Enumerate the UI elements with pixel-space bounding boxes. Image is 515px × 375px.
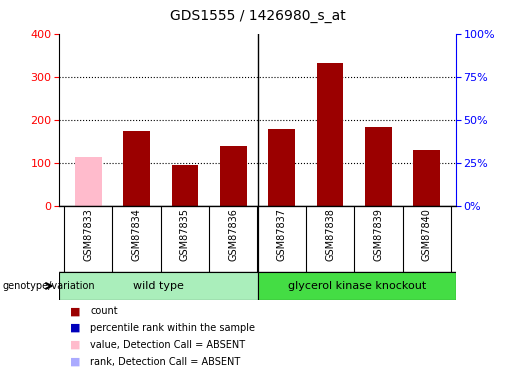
Text: percentile rank within the sample: percentile rank within the sample [90,323,255,333]
Bar [220,146,247,206]
Bar [59,272,258,300]
Text: GSM87836: GSM87836 [228,208,238,261]
Text: GSM87837: GSM87837 [277,208,287,261]
Bar [414,150,440,206]
Bar [268,129,295,206]
Text: GSM87834: GSM87834 [132,208,142,261]
Text: ■: ■ [70,340,80,350]
Text: glycerol kinase knockout: glycerol kinase knockout [287,281,426,291]
Text: GSM87838: GSM87838 [325,208,335,261]
Text: ■: ■ [70,323,80,333]
Text: rank, Detection Call = ABSENT: rank, Detection Call = ABSENT [90,357,241,367]
Text: GDS1555 / 1426980_s_at: GDS1555 / 1426980_s_at [169,9,346,23]
Text: GSM87840: GSM87840 [422,208,432,261]
Text: GSM87833: GSM87833 [83,208,93,261]
Text: genotype/variation: genotype/variation [3,281,95,291]
Text: wild type: wild type [133,281,184,291]
Bar [75,157,101,206]
Bar [365,128,392,206]
Bar [317,63,344,206]
Text: GSM87835: GSM87835 [180,208,190,261]
Text: ■: ■ [70,306,80,316]
Bar [258,272,456,300]
Text: ■: ■ [70,357,80,367]
Bar [123,131,150,206]
Bar [171,165,198,206]
Text: count: count [90,306,118,316]
Text: value, Detection Call = ABSENT: value, Detection Call = ABSENT [90,340,245,350]
Text: GSM87839: GSM87839 [373,208,383,261]
